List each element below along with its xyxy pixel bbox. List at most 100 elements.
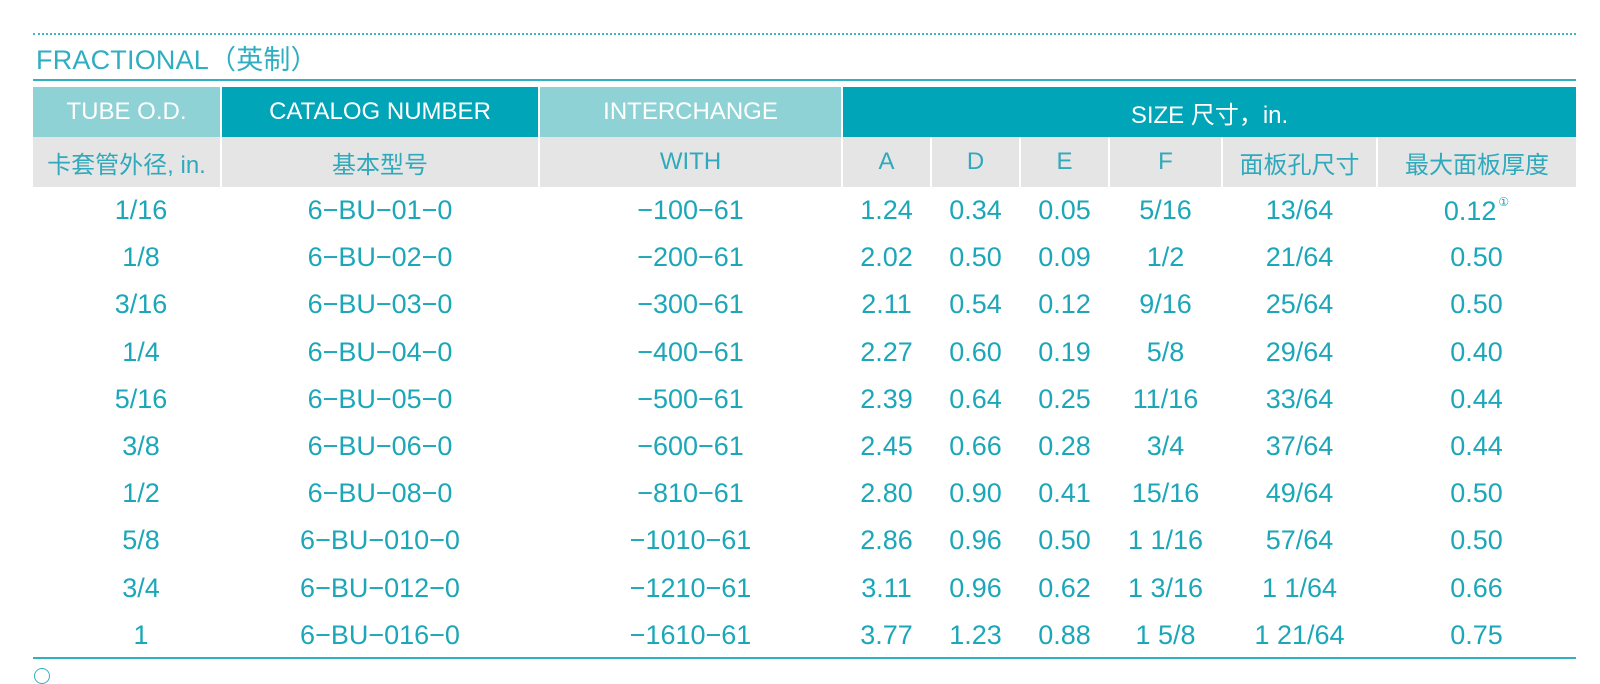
cell-d: 0.66 (931, 423, 1020, 470)
cell-tube-od: 5/16 (33, 376, 221, 423)
cell-catalog-number: 6−BU−06−0 (221, 423, 539, 470)
cell-f: 3/4 (1109, 423, 1222, 470)
cell-tube-od: 1/4 (33, 329, 221, 376)
table-row: 1/8 6−BU−02−0 −200−61 2.02 0.50 0.09 1/2 21/64 0… (33, 234, 1576, 281)
cell-max-panel-thickness: 0.40 (1377, 329, 1576, 376)
cell-e-value: 0.28 (1038, 431, 1091, 462)
cell-e-value: 0.88 (1038, 619, 1091, 650)
cell-panel-hole: 29/64 (1222, 329, 1377, 376)
cell-f-value: 11/16 (1132, 383, 1199, 414)
table-row: 5/8 6−BU−010−0 −1010−61 2.86 0.96 0.50 1 1/16 5… (33, 517, 1576, 564)
cell-d-value: 0.34 (949, 195, 1002, 226)
cell-a-value: 3.77 (860, 619, 913, 650)
cell-panel-hole-value: 33/64 (1265, 383, 1334, 414)
table-row: 1/16 6−BU−01−0 −100−61 1.24 0.34 0.05 5/16 13/6… (33, 187, 1576, 234)
cell-interchange: −300−61 (539, 281, 842, 328)
subheader-max-panel-thickness: 最大面板厚度 (1375, 137, 1577, 187)
subheader-e: E (1019, 137, 1109, 187)
cell-d-value: 0.96 (949, 525, 1002, 556)
subheader-tube-od: 卡套管外径, in. (33, 137, 221, 187)
cell-catalog-number: 6−BU−04−0 (221, 329, 539, 376)
table-row: 5/16 6−BU−05−0 −500−61 2.39 0.64 0.25 11/16 33/… (33, 376, 1576, 423)
cell-e: 0.88 (1020, 612, 1109, 659)
subheader-f: F (1108, 137, 1222, 187)
cell-interchange-value: −1610−61 (629, 619, 752, 650)
cell-panel-hole: 1 21/64 (1222, 612, 1377, 659)
table-row: 3/4 6−BU−012−0 −1210−61 3.11 0.96 0.62 1 3/16 1… (33, 565, 1576, 612)
cell-a: 2.27 (842, 329, 931, 376)
cell-d-value: 1.23 (949, 619, 1002, 650)
cell-e: 0.09 (1020, 234, 1109, 281)
cell-panel-hole-value: 13/64 (1265, 195, 1334, 226)
cell-f: 1 3/16 (1109, 565, 1222, 612)
cell-panel-hole: 37/64 (1222, 423, 1377, 470)
cell-f-value: 1 5/8 (1135, 619, 1196, 650)
cell-max-panel-thickness: 0.66 (1377, 565, 1576, 612)
cell-tube-od-value: 3/8 (122, 431, 160, 462)
cell-tube-od-value: 5/8 (122, 525, 160, 556)
cell-f-value: 3/4 (1146, 431, 1185, 462)
cell-d: 0.64 (931, 376, 1020, 423)
cell-catalog-number-value: 6−BU−06−0 (307, 431, 453, 462)
cell-a: 1.24 (842, 187, 931, 234)
title-underline (33, 79, 1576, 81)
cell-d-value: 0.90 (949, 478, 1002, 509)
cell-e-value: 0.12 (1038, 289, 1091, 320)
cell-a-value: 2.39 (860, 383, 913, 414)
cell-e: 0.28 (1020, 423, 1109, 470)
cell-panel-hole: 33/64 (1222, 376, 1377, 423)
subheader-panel-hole: 面板孔尺寸 (1221, 137, 1377, 187)
subheader-a: A (841, 137, 931, 187)
cell-d: 0.96 (931, 517, 1020, 564)
cell-d: 0.96 (931, 565, 1020, 612)
cell-f: 11/16 (1109, 376, 1222, 423)
cell-a: 2.45 (842, 423, 931, 470)
cell-f-value: 1/2 (1146, 242, 1185, 273)
cell-panel-hole-value: 21/64 (1265, 242, 1334, 273)
cell-catalog-number-value: 6−BU−010−0 (300, 525, 460, 556)
cell-a-value: 3.11 (861, 572, 912, 603)
cell-a-value: 2.02 (860, 242, 913, 273)
cell-interchange-value: −810−61 (637, 478, 744, 509)
cell-catalog-number-value: 6−BU−08−0 (307, 478, 453, 509)
cell-a-value: 2.80 (860, 478, 913, 509)
cell-tube-od-value: 1/8 (122, 242, 160, 273)
cell-interchange: −810−61 (539, 470, 842, 517)
cell-f: 1 5/8 (1109, 612, 1222, 659)
header-interchange: INTERCHANGE (538, 87, 842, 137)
cell-max-panel-thickness-value: 0.12 (1443, 195, 1497, 226)
cell-a-value: 2.11 (861, 289, 912, 320)
cell-catalog-number-value: 6−BU−05−0 (307, 383, 453, 414)
cell-interchange-value: −1210−61 (629, 572, 752, 603)
cell-e: 0.50 (1020, 517, 1109, 564)
table-row: 1 6−BU−016−0 −1610−61 3.77 1.23 0.88 1 5/8 1 21… (33, 612, 1576, 659)
cell-a: 3.11 (842, 565, 931, 612)
header-size: SIZE 尺寸，in. (840, 87, 1577, 137)
table-row: 1/4 6−BU−04−0 −400−61 2.27 0.60 0.19 5/8 29/64 0… (33, 329, 1576, 376)
cell-catalog-number-value: 6−BU−02−0 (307, 242, 453, 273)
table-row: 3/8 6−BU−06−0 −600−61 2.45 0.66 0.28 3/4 37/64 0… (33, 423, 1576, 470)
cell-a: 3.77 (842, 612, 931, 659)
cell-max-panel-thickness: 0.75 (1377, 612, 1576, 659)
cell-catalog-number: 6−BU−012−0 (221, 565, 539, 612)
cell-interchange: −500−61 (539, 376, 842, 423)
cell-tube-od-value: 3/4 (122, 572, 160, 603)
cell-a: 2.80 (842, 470, 931, 517)
table-row: 3/16 6−BU−03−0 −300−61 2.11 0.54 0.12 9/16 25/6… (33, 281, 1576, 328)
cell-panel-hole: 57/64 (1222, 517, 1377, 564)
cell-tube-od: 3/4 (33, 565, 221, 612)
cell-e-value: 0.05 (1038, 195, 1091, 226)
cell-d: 0.90 (931, 470, 1020, 517)
header-row-secondary: 卡套管外径, in. 基本型号 WITH A D E F 面板孔尺寸 最大面板厚… (33, 137, 1577, 187)
footnote-marker: ① (1498, 194, 1510, 209)
cell-tube-od: 3/16 (33, 281, 221, 328)
cell-e: 0.41 (1020, 470, 1109, 517)
cell-d-value: 0.50 (949, 242, 1002, 273)
cell-a: 2.11 (842, 281, 931, 328)
cell-max-panel-thickness-value: 0.66 (1450, 572, 1503, 603)
cell-f: 1 1/16 (1109, 517, 1222, 564)
cell-max-panel-thickness-value: 0.44 (1450, 431, 1503, 462)
cell-interchange: −100−61 (539, 187, 842, 234)
subheader-d: D (930, 137, 1020, 187)
cell-d-value: 0.60 (949, 336, 1002, 367)
